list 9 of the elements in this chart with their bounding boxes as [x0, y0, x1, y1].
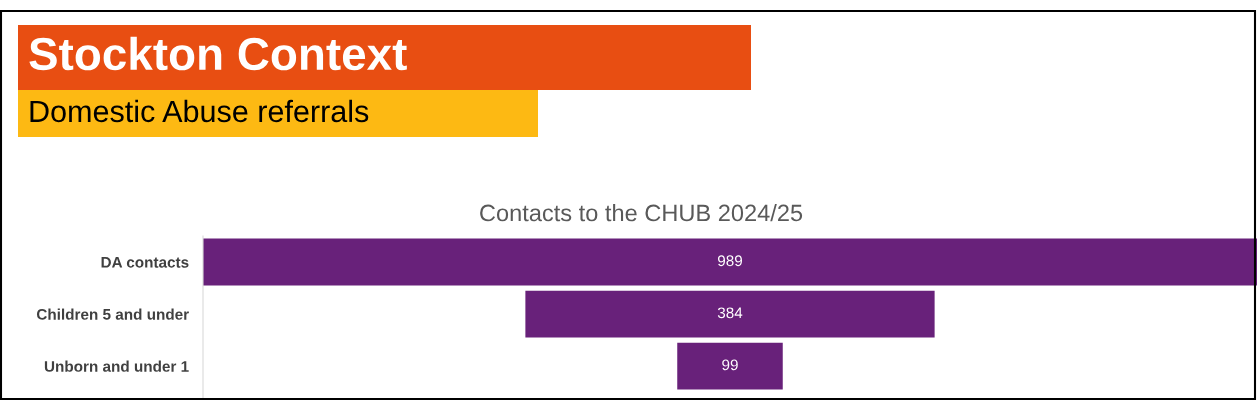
text: Contacts to the CHUB 2024/25	[480, 204, 803, 222]
category-label: Unborn and under 1	[44, 360, 189, 372]
category-label: Children 5 and under	[36, 308, 189, 320]
data-label: 384	[717, 307, 743, 319]
text: Domestic Abuse referrals	[30, 99, 369, 123]
data-label: 989	[717, 255, 743, 267]
data-label: 99	[722, 359, 738, 371]
category-label: DA contacts	[101, 257, 189, 268]
text: Stockton Context	[29, 36, 407, 71]
